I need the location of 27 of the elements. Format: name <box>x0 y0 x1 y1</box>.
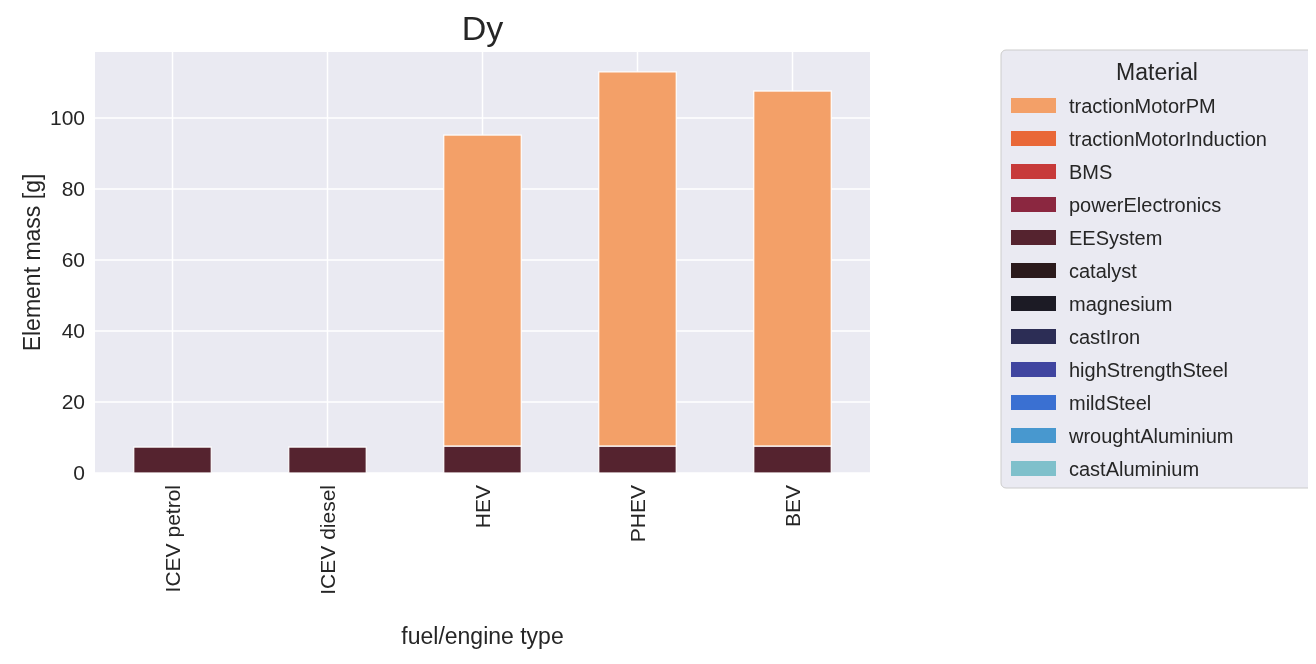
legend-label: highStrengthSteel <box>1069 359 1229 381</box>
y-tick-label: 0 <box>73 461 85 485</box>
legend-label: castAluminium <box>1069 458 1200 480</box>
y-tick-label: 80 <box>61 177 85 201</box>
legend-label: tractionMotorInduction <box>1069 128 1267 150</box>
legend-label: tractionMotorPM <box>1069 95 1216 117</box>
legend-label: catalyst <box>1069 260 1138 282</box>
x-tick-label: ICEV diesel <box>315 485 339 595</box>
legend-label: magnesium <box>1069 293 1173 315</box>
legend-label: BMS <box>1069 161 1113 183</box>
legend-label: wroughtAluminium <box>1068 425 1234 447</box>
legend-label: powerElectronics <box>1069 194 1222 216</box>
x-axis-title: fuel/engine type <box>401 623 564 649</box>
legend-label: mildSteel <box>1069 392 1152 414</box>
legend-label: EESystem <box>1069 227 1163 249</box>
y-tick-label: 60 <box>61 248 85 272</box>
legend-title: Material <box>1116 59 1198 85</box>
y-tick-label: 100 <box>49 106 85 130</box>
chart-title: Dy <box>461 9 504 47</box>
y-axis-title: Element mass [g] <box>19 173 45 352</box>
x-tick-label: PHEV <box>625 485 649 543</box>
legend-label: castIron <box>1069 326 1141 348</box>
x-tick-label: HEV <box>470 485 494 529</box>
x-tick-label: BEV <box>780 485 804 528</box>
x-tick-label: ICEV petrol <box>160 485 184 593</box>
y-tick-label: 40 <box>61 319 85 343</box>
y-tick-label: 20 <box>61 390 85 414</box>
